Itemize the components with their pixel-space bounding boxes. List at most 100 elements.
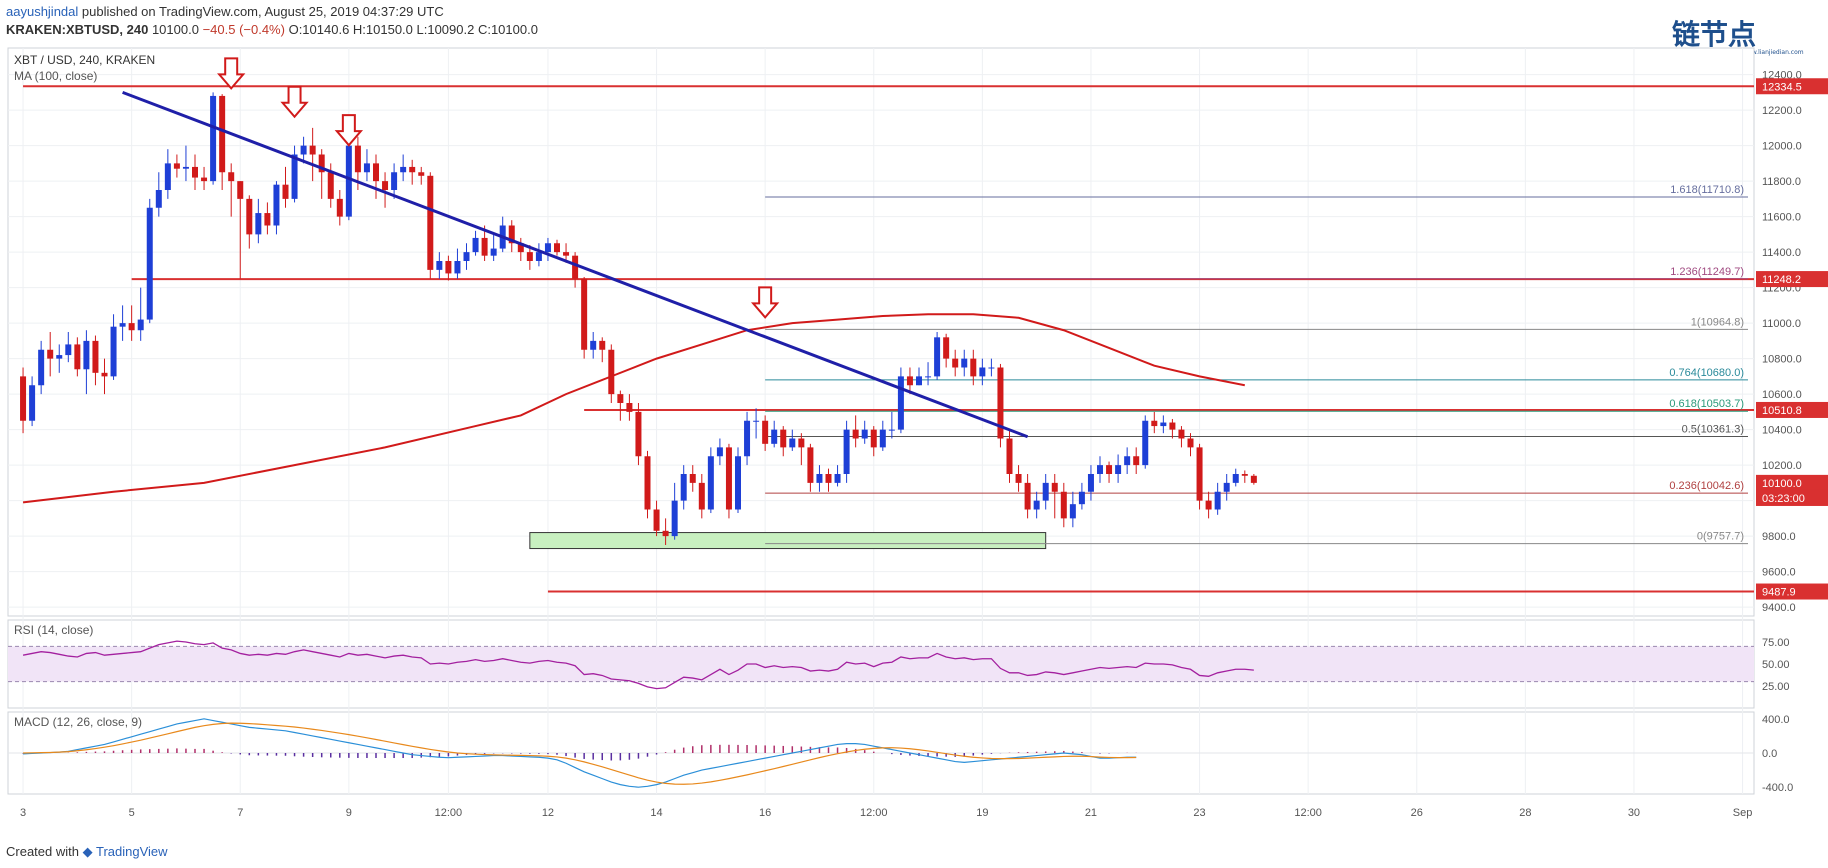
candle-body: [897, 376, 904, 430]
candle-body: [1151, 420, 1158, 427]
price-label-bg: [1756, 489, 1828, 506]
down-arrow-marker: [280, 85, 309, 119]
candle-body: [481, 237, 488, 256]
candle-body: [101, 372, 108, 377]
candle-body: [155, 190, 162, 208]
candle-body: [753, 420, 760, 422]
candle-body: [870, 429, 877, 448]
candle-body: [925, 376, 932, 378]
publish-text: published on TradingView.com, August 25,…: [81, 4, 444, 19]
x-tick-label: 23: [1193, 807, 1205, 819]
candle-body: [300, 145, 307, 155]
symbol: KRAKEN:XBTUSD, 240: [6, 22, 149, 37]
candle-body: [997, 367, 1004, 439]
candle-body: [644, 456, 651, 510]
fib-label: 1.236(11249.7): [1670, 266, 1744, 278]
candle-body: [599, 340, 606, 350]
rsi-tick-label: 25.00: [1762, 681, 1790, 693]
candle-body: [318, 154, 325, 173]
x-tick-label: 3: [20, 807, 26, 819]
candle-body: [210, 95, 217, 182]
y-tick-label: 11800.0: [1762, 176, 1801, 188]
author-name[interactable]: aayushjindal: [6, 4, 79, 19]
y-tick-label: 11000.0: [1762, 318, 1801, 330]
candle-body: [382, 181, 389, 190]
x-tick-label: 30: [1628, 807, 1640, 819]
candle-body: [1051, 482, 1058, 492]
candle-body: [1042, 482, 1049, 501]
candle-body: [916, 376, 922, 386]
created-with: Created with: [6, 844, 79, 859]
candle-body: [74, 344, 81, 370]
fib-label: 0.764(10680.0): [1669, 367, 1744, 379]
tradingview-logo[interactable]: ◆ TradingView: [82, 844, 168, 859]
y-tick-label: 9600.0: [1762, 567, 1796, 579]
candle-body: [264, 213, 271, 226]
chart-title: XBT / USD, 240, KRAKEN: [14, 53, 155, 67]
candle-body: [391, 172, 398, 190]
candle-body: [409, 166, 416, 173]
candle-body: [526, 252, 533, 261]
level-label-bg: [1756, 583, 1828, 600]
candle-body: [282, 184, 289, 199]
candle-body: [680, 474, 687, 501]
candle-body: [716, 447, 723, 457]
macd-signal-line: [23, 722, 1137, 785]
candle-body: [228, 172, 235, 182]
level-label-bg: [1756, 78, 1828, 95]
candle-body: [572, 255, 579, 279]
candle-body: [979, 367, 986, 377]
candle-body: [771, 429, 778, 444]
candle-body: [219, 95, 226, 173]
candle-body: [354, 145, 361, 173]
y-tick-label: 12000.0: [1762, 141, 1802, 153]
candle-body: [345, 145, 352, 217]
x-tick-label: 16: [759, 807, 771, 819]
candle-body: [744, 420, 751, 457]
x-tick-label: 26: [1411, 807, 1423, 819]
y-tick-label: 10800.0: [1762, 354, 1802, 366]
down-arrow-marker: [334, 114, 364, 147]
macd-tick-label: 400.0: [1762, 714, 1790, 726]
y-tick-label: 10200.0: [1762, 460, 1802, 472]
support-zone: [529, 532, 1047, 550]
candle-body: [146, 207, 153, 320]
x-tick-label: 12:00: [435, 807, 463, 819]
candle-body: [1169, 422, 1176, 430]
candle-body: [934, 337, 941, 377]
candle-body: [1078, 491, 1085, 505]
x-tick-label: 19: [976, 807, 988, 819]
y-tick-label: 11400.0: [1762, 247, 1801, 259]
x-tick-label: 5: [129, 807, 135, 819]
watermark-text: 链节点: [1672, 18, 1756, 51]
candle-body: [373, 163, 379, 182]
macd-tick-label: 0.0: [1762, 748, 1777, 760]
candle-body: [38, 349, 45, 386]
candle-body: [472, 237, 479, 253]
candle-body: [427, 175, 434, 270]
watermark-logo: 链节点 www.lianjiedian.com: [1672, 18, 1804, 56]
candle-body: [1087, 474, 1094, 492]
y-tick-label: 11600.0: [1762, 212, 1801, 224]
candle-body: [662, 530, 669, 537]
candle-body: [1060, 491, 1067, 519]
fib-label: 1.618(11710.8): [1670, 184, 1744, 196]
candle-body: [192, 166, 198, 178]
candle-body: [906, 376, 913, 386]
candle-body: [1205, 500, 1212, 510]
macd-tick-label: -400.0: [1762, 782, 1793, 794]
candle-body: [20, 376, 27, 421]
candle-body: [119, 323, 126, 327]
level-label-bg: [1756, 271, 1828, 288]
rsi-label: RSI (14, close): [14, 623, 93, 637]
price-chart[interactable]: 9400.09600.09800.010000.010200.010400.01…: [0, 44, 1828, 844]
y-tick-label: 9400.0: [1762, 602, 1796, 614]
candle-body: [554, 243, 560, 253]
candle-body: [336, 198, 343, 217]
main-pane: [7, 47, 1755, 617]
candle-body: [834, 474, 841, 483]
last-price: 10100.0: [151, 22, 199, 37]
candle-body: [463, 252, 470, 261]
candle-body: [110, 326, 117, 377]
candle-body: [1187, 438, 1194, 448]
